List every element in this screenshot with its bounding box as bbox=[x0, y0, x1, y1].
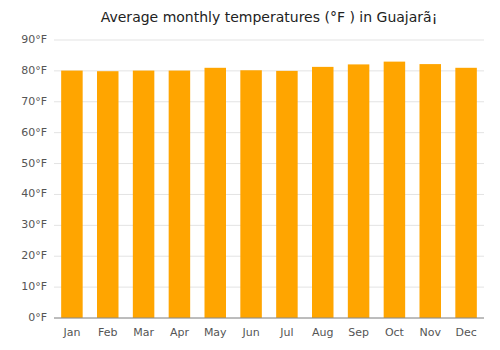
y-tick-label: 70°F bbox=[21, 95, 47, 108]
bar bbox=[455, 68, 477, 318]
x-tick-label: Nov bbox=[420, 326, 442, 339]
x-tick-label: Jun bbox=[241, 326, 259, 339]
bar bbox=[97, 71, 119, 318]
y-tick-label: 90°F bbox=[21, 33, 47, 46]
grid-line bbox=[54, 318, 484, 319]
y-tick-label: 10°F bbox=[21, 280, 47, 293]
x-tick-label: Jul bbox=[279, 326, 293, 339]
y-tick-label: 0°F bbox=[28, 311, 47, 324]
bar bbox=[420, 64, 442, 318]
grid-line bbox=[54, 40, 484, 41]
x-tick-label: Feb bbox=[98, 326, 117, 339]
y-tick-label: 60°F bbox=[21, 126, 47, 139]
y-tick-label: 20°F bbox=[21, 249, 47, 262]
x-tick-label: Sep bbox=[348, 326, 369, 339]
bar bbox=[348, 64, 370, 318]
y-tick-label: 50°F bbox=[21, 157, 47, 170]
x-tick-label: Apr bbox=[170, 326, 190, 339]
grid bbox=[54, 40, 484, 318]
x-tick-label: Dec bbox=[455, 326, 476, 339]
bar bbox=[169, 71, 191, 318]
y-tick-labels: 0°F 10°F 20°F 30°F 40°F 50°F 60°F 70°F 80°F 90°F bbox=[21, 33, 47, 324]
x-axis-line bbox=[54, 318, 484, 319]
bar bbox=[133, 71, 155, 318]
y-tick-label: 80°F bbox=[21, 64, 47, 77]
x-tick-label: Jan bbox=[62, 326, 80, 339]
y-tick-label: 40°F bbox=[21, 187, 47, 200]
bar bbox=[312, 67, 334, 318]
chart: Average monthly temperatures (°F ) in Gu… bbox=[0, 0, 500, 350]
x-tick-label: Mar bbox=[133, 326, 154, 339]
y-tick-label: 30°F bbox=[21, 218, 47, 231]
x-tick-label: May bbox=[204, 326, 227, 339]
bar bbox=[384, 62, 406, 318]
x-tick-label: Oct bbox=[385, 326, 405, 339]
bar bbox=[205, 68, 227, 318]
bar bbox=[240, 70, 261, 318]
x-tick-labels: Jan Feb Mar Apr May Jun Jul Aug Sep Oct Nov Dec bbox=[62, 326, 476, 339]
x-tick-label: Aug bbox=[312, 326, 333, 339]
title: Average monthly temperatures (°F ) in Gu… bbox=[101, 9, 438, 25]
bar bbox=[61, 71, 83, 318]
bars bbox=[61, 62, 477, 318]
bar bbox=[276, 71, 298, 318]
